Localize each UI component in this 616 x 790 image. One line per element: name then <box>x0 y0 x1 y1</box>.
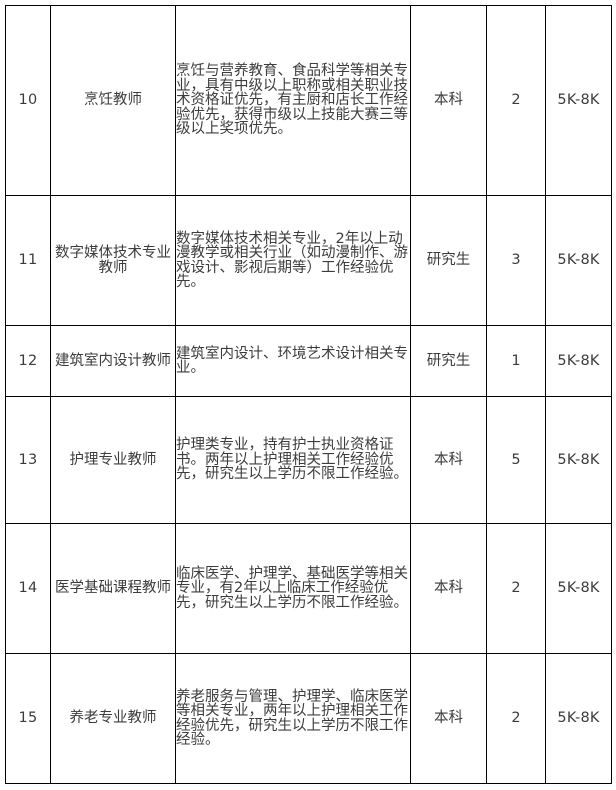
headcount-cell: 2 <box>486 653 546 784</box>
education-cell: 本科 <box>410 653 487 784</box>
position-requirements-cell: 数字媒体技术相关专业，2年以上动漫教学或相关行业（如动漫制作、游戏设计、影视后期… <box>175 195 411 326</box>
row-index-cell: 14 <box>5 523 51 654</box>
position-title-cell: 护理专业教师 <box>50 396 176 524</box>
salary-cell: 5K-8K <box>545 195 612 326</box>
row-index-cell: 15 <box>5 653 51 784</box>
table-body: 10 烹饪教师 烹饪与营养教育、食品科学等相关专业，具有中级以上职称或相关职业技… <box>5 5 612 784</box>
headcount-cell: 2 <box>486 523 546 654</box>
row-index-cell: 10 <box>5 5 51 196</box>
education-cell: 本科 <box>410 523 487 654</box>
position-title-cell: 数字媒体技术专业教师 <box>50 195 176 326</box>
table-row: 12 建筑室内设计教师 建筑室内设计、环境艺术设计相关专业。 研究生 1 5K-… <box>5 325 612 397</box>
position-requirements-cell: 护理类专业，持有护士执业资格证书。两年以上护理相关工作经验优先，研究生以上学历不… <box>175 396 411 524</box>
salary-cell: 5K-8K <box>545 325 612 397</box>
table-row: 14 医学基础课程教师 临床医学、护理学、基础医学等相关专业，有2年以上临床工作… <box>5 523 612 654</box>
headcount-cell: 2 <box>486 5 546 196</box>
education-cell: 本科 <box>410 5 487 196</box>
table-row: 11 数字媒体技术专业教师 数字媒体技术相关专业，2年以上动漫教学或相关行业（如… <box>5 195 612 326</box>
position-requirements-cell: 烹饪与营养教育、食品科学等相关专业，具有中级以上职称或相关职业技术资格证优先，有… <box>175 5 411 196</box>
position-title-cell: 养老专业教师 <box>50 653 176 784</box>
row-index-cell: 13 <box>5 396 51 524</box>
recruitment-positions-table: 10 烹饪教师 烹饪与营养教育、食品科学等相关专业，具有中级以上职称或相关职业技… <box>5 5 612 784</box>
salary-cell: 5K-8K <box>545 396 612 524</box>
row-index-cell: 11 <box>5 195 51 326</box>
education-cell: 研究生 <box>410 195 487 326</box>
row-index-cell: 12 <box>5 325 51 397</box>
position-title-cell: 建筑室内设计教师 <box>50 325 176 397</box>
position-requirements-cell: 建筑室内设计、环境艺术设计相关专业。 <box>175 325 411 397</box>
salary-cell: 5K-8K <box>545 5 612 196</box>
table-row: 15 养老专业教师 养老服务与管理、护理学、临床医学等相关专业，两年以上护理相关… <box>5 653 612 784</box>
education-cell: 本科 <box>410 396 487 524</box>
position-title-cell: 医学基础课程教师 <box>50 523 176 654</box>
headcount-cell: 3 <box>486 195 546 326</box>
position-requirements-cell: 养老服务与管理、护理学、临床医学等相关专业，两年以上护理相关工作经验优先，研究生… <box>175 653 411 784</box>
table-row: 10 烹饪教师 烹饪与营养教育、食品科学等相关专业，具有中级以上职称或相关职业技… <box>5 5 612 196</box>
position-title-cell: 烹饪教师 <box>50 5 176 196</box>
position-requirements-cell: 临床医学、护理学、基础医学等相关专业，有2年以上临床工作经验优先，研究生以上学历… <box>175 523 411 654</box>
education-cell: 研究生 <box>410 325 487 397</box>
table-row: 13 护理专业教师 护理类专业，持有护士执业资格证书。两年以上护理相关工作经验优… <box>5 396 612 524</box>
salary-cell: 5K-8K <box>545 523 612 654</box>
headcount-cell: 1 <box>486 325 546 397</box>
headcount-cell: 5 <box>486 396 546 524</box>
salary-cell: 5K-8K <box>545 653 612 784</box>
